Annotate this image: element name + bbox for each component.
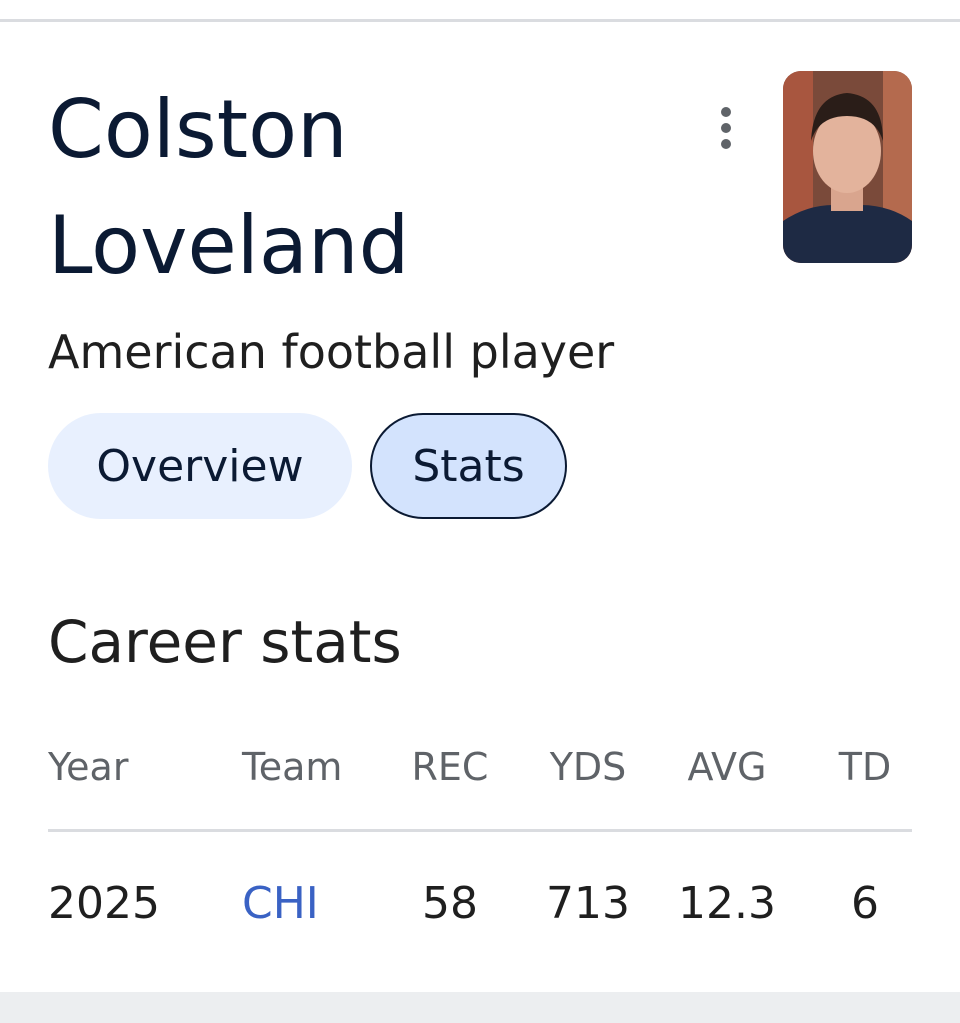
- cell: 58: [422, 878, 478, 929]
- cell: 12.3: [678, 878, 776, 929]
- footer-band: [0, 992, 960, 1023]
- column-header: Team: [242, 745, 343, 789]
- divider: [48, 829, 912, 832]
- column-header: YDS: [549, 745, 627, 789]
- column-header: AVG: [687, 745, 767, 789]
- team-link[interactable]: CHI: [242, 878, 319, 929]
- tab[interactable]: Overview: [48, 413, 352, 519]
- title: Colston Loveland: [48, 83, 410, 292]
- subtitle: American football player: [48, 325, 615, 379]
- column-header: Year: [48, 745, 129, 789]
- tab-selected[interactable]: Stats: [370, 413, 567, 519]
- column-header: TD: [838, 745, 892, 789]
- more-menu[interactable]: [712, 100, 740, 156]
- cell: 2025: [48, 878, 160, 929]
- cell: 713: [546, 878, 630, 929]
- divider: [0, 19, 960, 22]
- column-header: REC: [411, 745, 489, 789]
- section-title: Career stats: [48, 608, 402, 676]
- player-photo[interactable]: [783, 71, 912, 263]
- cell: 6: [851, 878, 879, 929]
